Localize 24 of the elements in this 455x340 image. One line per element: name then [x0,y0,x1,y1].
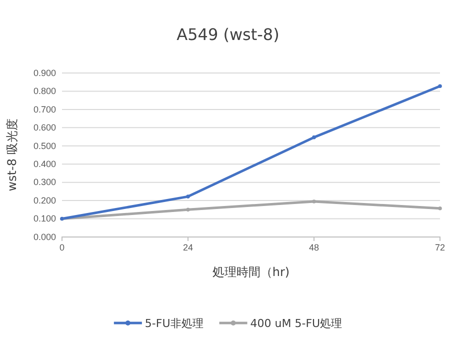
y-tick-label: 0.700 [33,104,56,114]
y-tick-label: 0.100 [33,214,56,224]
x-axis-title: 処理時間（hr) [212,265,290,279]
point [186,194,190,198]
x-tick-label: 72 [434,242,446,252]
y-tick-label: 0.500 [33,140,56,151]
point [312,135,316,140]
y-tick-label: 0.600 [33,122,56,133]
y-tick-label: 0.400 [33,158,56,169]
y-tick-label: 0.900 [33,68,56,78]
point [438,206,442,210]
x-tick-label: 24 [182,242,194,252]
x-tick-label: 48 [308,242,320,252]
y-tick-label: 0.000 [33,232,56,242]
x-tick-label: 0 [59,242,65,252]
y-tick-label: 0.200 [33,195,56,206]
y-axis-title: wst-8 吸光度 [5,118,19,192]
point [312,200,316,204]
chart-title: A549 (wst-8) [176,25,280,44]
legend-label: 400 uM 5-FU処理 [250,317,342,330]
y-tick-label: 0.300 [33,177,56,188]
point [438,84,442,88]
y-tick-label: 0.800 [33,86,56,96]
legend-label: 5-FU非処理 [144,317,204,330]
